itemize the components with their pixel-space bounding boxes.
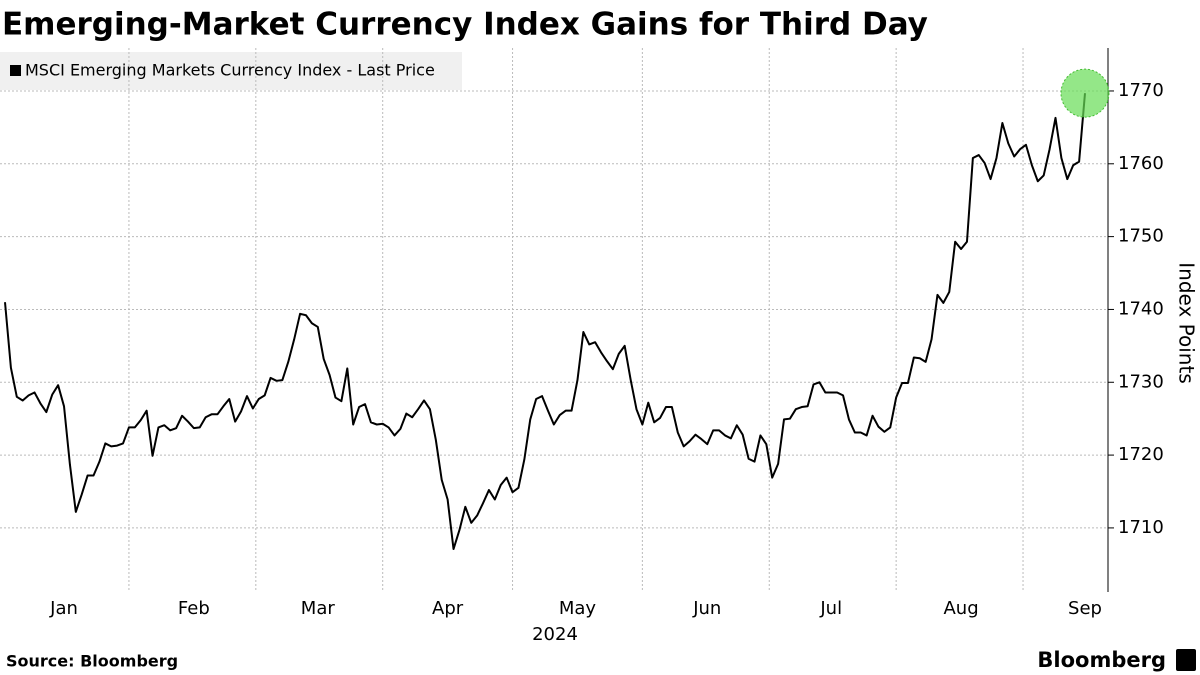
- y-tick-label: 1720: [1118, 444, 1164, 465]
- y-axis-label: Index Points: [1175, 262, 1199, 384]
- x-tick-label: Jul: [819, 598, 842, 619]
- x-tick-label: May: [559, 598, 597, 619]
- x-tick-label: Apr: [432, 598, 464, 619]
- y-tick-label: 1710: [1118, 517, 1164, 538]
- last-point-highlight: [1060, 68, 1110, 118]
- legend-swatch: [10, 65, 21, 76]
- brand: Bloomberg: [1037, 648, 1166, 672]
- x-tick-label: Jan: [49, 598, 78, 619]
- y-tick-label: 1740: [1118, 298, 1164, 319]
- y-tick-label: 1770: [1118, 80, 1164, 101]
- x-tick-label: Jun: [692, 598, 721, 619]
- x-tick-label: Aug: [943, 598, 978, 619]
- y-tick-label: 1730: [1118, 371, 1164, 392]
- legend-box: [0, 52, 462, 90]
- x-tick-label: Feb: [178, 598, 210, 619]
- series-line: [4, 93, 1086, 551]
- chart-title: Emerging-Market Currency Index Gains for…: [2, 7, 928, 43]
- brand-icon: [1176, 649, 1196, 671]
- x-axis-label: 2024: [532, 624, 578, 645]
- source: Source: Bloomberg: [6, 652, 178, 671]
- y-tick-label: 1750: [1118, 226, 1164, 247]
- legend-label: MSCI Emerging Markets Currency Index - L…: [25, 61, 435, 80]
- x-tick-label: Sep: [1068, 598, 1102, 619]
- y-tick-label: 1760: [1118, 153, 1164, 174]
- x-tick-label: Mar: [301, 598, 336, 619]
